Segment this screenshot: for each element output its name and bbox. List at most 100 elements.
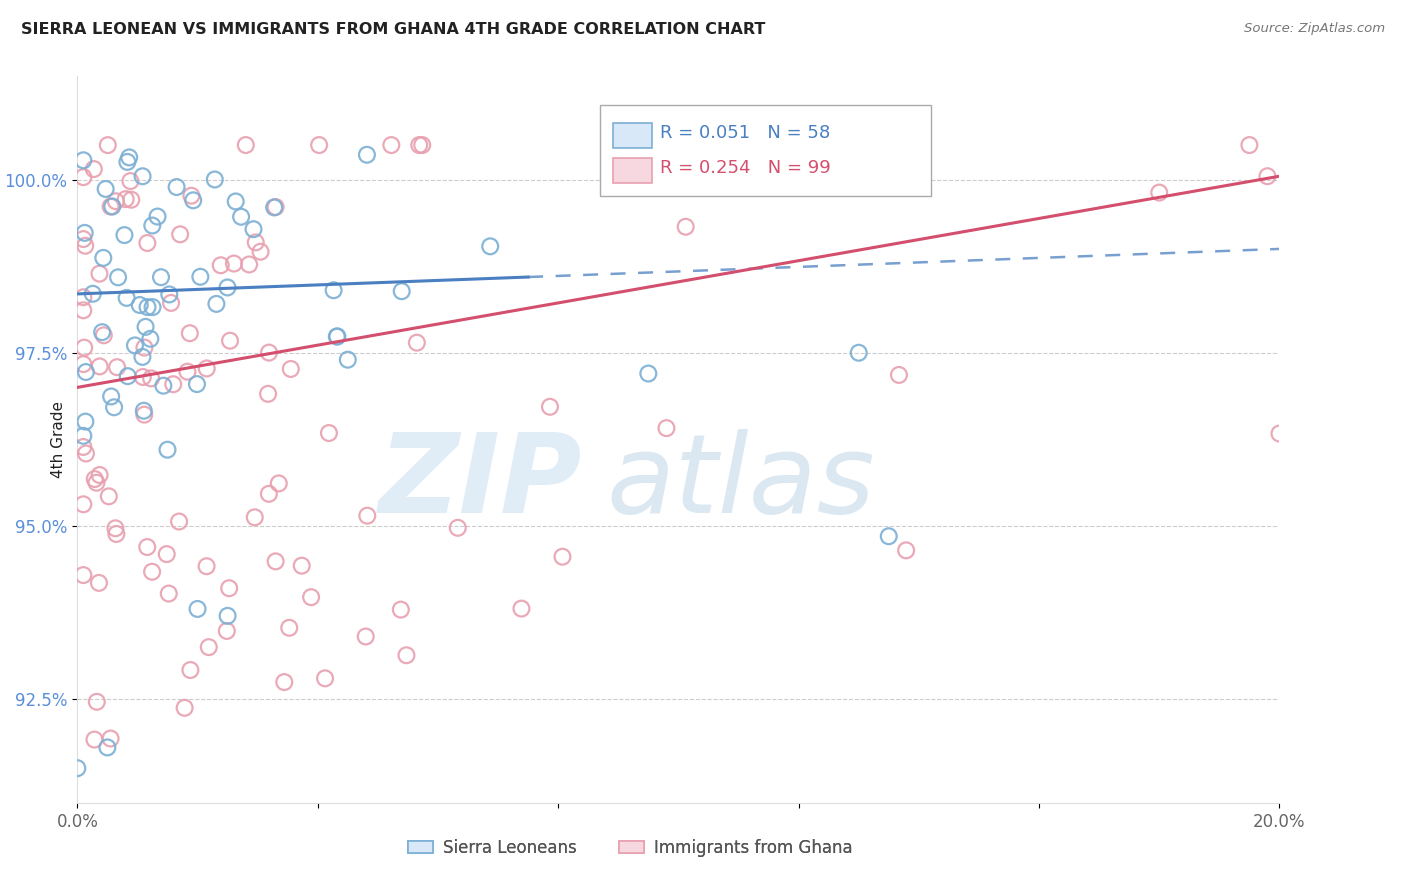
Point <box>72 153 94 168</box>
Point <box>356 508 378 523</box>
Point <box>73 226 96 240</box>
Point <box>89 468 111 483</box>
Point <box>75 446 97 460</box>
Point <box>238 258 260 272</box>
Point <box>291 558 314 573</box>
Point <box>141 219 163 233</box>
Text: atlas: atlas <box>606 429 875 536</box>
Point <box>205 297 228 311</box>
Point <box>186 602 209 616</box>
Point <box>637 367 659 381</box>
Point <box>391 284 413 298</box>
Point <box>91 325 114 339</box>
Point <box>314 671 336 685</box>
Point <box>243 510 266 524</box>
Point <box>326 329 349 343</box>
Point <box>263 201 285 215</box>
Point <box>218 581 240 595</box>
Point <box>132 403 155 417</box>
Point <box>157 287 180 301</box>
Point <box>89 359 111 374</box>
Point <box>1268 426 1291 441</box>
Point <box>115 291 138 305</box>
Point <box>96 740 118 755</box>
FancyBboxPatch shape <box>613 158 652 183</box>
Point <box>299 590 322 604</box>
Point <box>389 602 412 616</box>
Point <box>114 228 136 243</box>
Point <box>188 269 211 284</box>
Point <box>354 630 377 644</box>
Point <box>131 169 153 184</box>
Point <box>139 332 162 346</box>
Point <box>308 138 330 153</box>
Point <box>1256 169 1278 184</box>
Point <box>318 425 340 440</box>
Point <box>167 515 190 529</box>
Point <box>180 188 202 202</box>
Point <box>124 338 146 352</box>
Point <box>128 298 150 312</box>
Point <box>97 489 120 503</box>
Point <box>156 547 179 561</box>
Point <box>733 138 755 153</box>
Point <box>101 199 124 213</box>
Point <box>75 415 97 429</box>
Point <box>173 700 195 714</box>
Point <box>132 370 155 384</box>
Point <box>136 540 159 554</box>
Point <box>86 695 108 709</box>
Point <box>814 138 837 153</box>
Point <box>405 335 427 350</box>
Point <box>160 296 183 310</box>
Point <box>72 440 94 454</box>
Point <box>197 640 219 654</box>
Point <box>135 319 157 334</box>
Point <box>235 138 257 153</box>
Legend: Sierra Leoneans, Immigrants from Ghana: Sierra Leoneans, Immigrants from Ghana <box>402 832 859 863</box>
Point <box>83 732 105 747</box>
Y-axis label: 4th Grade: 4th Grade <box>51 401 66 478</box>
Point <box>894 543 917 558</box>
Point <box>267 476 290 491</box>
Point <box>225 194 247 209</box>
Point <box>131 350 153 364</box>
Point <box>142 300 165 314</box>
Point <box>278 621 301 635</box>
Point <box>86 475 108 490</box>
Point <box>72 232 94 246</box>
Point <box>538 400 561 414</box>
Point <box>447 521 470 535</box>
Point <box>222 256 245 270</box>
Point <box>83 472 105 486</box>
Point <box>72 497 94 511</box>
Point <box>257 345 280 359</box>
Point <box>204 172 226 186</box>
Point <box>181 194 204 208</box>
Point <box>72 170 94 185</box>
Point <box>105 360 128 375</box>
Point <box>120 174 142 188</box>
Point <box>91 251 114 265</box>
Point <box>217 608 239 623</box>
Point <box>72 290 94 304</box>
Point <box>280 362 302 376</box>
Point <box>150 270 173 285</box>
Point <box>848 345 870 359</box>
Text: R = 0.051   N = 58: R = 0.051 N = 58 <box>661 123 831 142</box>
Point <box>408 138 430 153</box>
Point <box>66 761 89 775</box>
Point <box>100 731 122 746</box>
Point <box>157 586 180 600</box>
Point <box>139 371 162 385</box>
Point <box>336 352 359 367</box>
Point <box>105 527 128 541</box>
Point <box>82 286 104 301</box>
Point <box>117 155 139 169</box>
Point <box>326 329 349 343</box>
Point <box>104 521 127 535</box>
Point <box>89 267 111 281</box>
Point <box>479 239 502 253</box>
Point <box>169 227 191 242</box>
Point <box>117 369 139 384</box>
